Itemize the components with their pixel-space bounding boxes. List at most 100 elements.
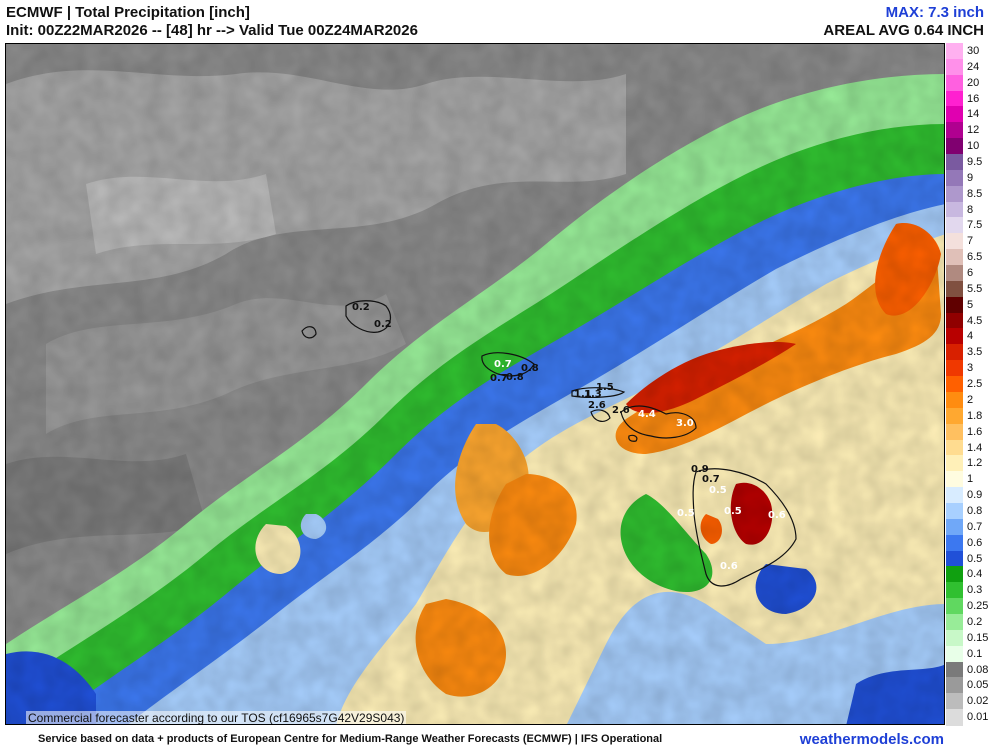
colorbar-swatch <box>946 154 963 172</box>
kahoolawe-island-outline <box>628 434 638 442</box>
colorbar-swatch <box>946 58 963 76</box>
colorbar-level: 1.6 <box>946 423 1000 441</box>
colorbar-label: 24 <box>967 60 980 73</box>
colorbar-level: 1.2 <box>946 455 1000 473</box>
colorbar-swatch <box>946 582 963 600</box>
colorbar-label: 3 <box>967 362 974 375</box>
colorbar-swatch <box>946 598 963 616</box>
colorbar-swatch <box>946 74 963 92</box>
colorbar-level: 0.08 <box>946 661 1000 679</box>
point-value-label: 0.7 <box>494 359 512 370</box>
colorbar-swatch <box>946 629 963 647</box>
colorbar-level: 24 <box>946 58 1000 76</box>
colorbar-swatch <box>946 376 963 394</box>
colorbar-label: 0.08 <box>967 663 989 676</box>
colorbar-swatch <box>946 312 963 330</box>
point-value-label: 3.0 <box>676 418 694 429</box>
point-value-label: 1.1 <box>574 389 592 400</box>
point-value-label: 0.5 <box>709 485 727 496</box>
colorbar-label: 9 <box>967 171 974 184</box>
colorbar-label: 0.01 <box>967 711 989 724</box>
lanai-island-outline <box>590 409 611 422</box>
point-value-label: 2.6 <box>588 400 606 411</box>
colorbar-swatch <box>946 709 963 727</box>
colorbar-swatch <box>946 407 963 425</box>
colorbar-level: 9.5 <box>946 154 1000 172</box>
point-value-label: 0.2 <box>374 319 392 330</box>
precipitation-map[interactable]: 0.2 0.2 0.7 0.8 0.7 0.8 1.1 1.3 1.5 2.6 2.6 4.4 3.0 0… <box>5 43 945 725</box>
colorbar-label: 1 <box>967 473 974 486</box>
colorbar-swatch <box>946 90 963 108</box>
data-credit: Service based on data + products of Euro… <box>38 733 663 745</box>
colorbar-label: 0.3 <box>967 584 983 597</box>
colorbar-level: 16 <box>946 90 1000 108</box>
colorbar-label: 4.5 <box>967 314 983 327</box>
colorbar-level: 4 <box>946 328 1000 346</box>
precipitation-field: 0.20.20.7 0.80.70.81.11.31.52.6 2.6 4.43.00… <box>6 44 944 724</box>
colorbar-level: 0.2 <box>946 613 1000 632</box>
colorbar-label: 20 <box>967 76 980 89</box>
colorbar-legend: 30 24 20 16 14 12 10 9.5 9 8.5 8 7.5 7 6.5 6 5.5 5 4.5 4 3.… <box>946 43 1000 727</box>
colorbar-swatch <box>946 296 963 314</box>
maui-island-outline <box>620 405 697 439</box>
tos-notice: Commercial forecaster according to our T… <box>26 711 407 725</box>
colorbar-label: 7 <box>967 235 974 248</box>
colorbar-label: 8 <box>967 203 974 216</box>
colorbar-label: 0.9 <box>967 489 983 502</box>
colorbar-swatch <box>946 439 963 457</box>
colorbar-label: 1.6 <box>967 425 983 438</box>
colorbar-level: 6 <box>946 265 1000 283</box>
colorbar-label: 0.8 <box>967 504 983 517</box>
colorbar-swatch <box>946 122 963 140</box>
colorbar-level: 0.01 <box>946 709 1000 727</box>
colorbar-swatch <box>946 106 963 124</box>
colorbar-swatch <box>946 677 963 695</box>
colorbar-swatch <box>946 391 963 409</box>
colorbar-label: 9.5 <box>967 156 983 169</box>
colorbar-label: 8.5 <box>967 187 983 200</box>
colorbar-level: 3 <box>946 360 1000 378</box>
colorbar-level: 0.02 <box>946 693 1000 711</box>
colorbar-level: 2.5 <box>946 376 1000 394</box>
point-value-label: 0.8 <box>521 363 539 374</box>
colorbar-label: 1.8 <box>967 409 983 422</box>
colorbar-level: 0.25 <box>946 598 1000 616</box>
colorbar-level: 5.5 <box>946 280 1000 298</box>
colorbar-swatch <box>946 645 963 663</box>
colorbar-swatch <box>946 360 963 378</box>
molokai-island-outline <box>571 387 626 398</box>
colorbar-level: 0.8 <box>946 502 1000 520</box>
point-value-label: 0.7 <box>702 474 720 485</box>
colorbar-label: 0.4 <box>967 568 983 581</box>
colorbar-swatch <box>946 502 963 520</box>
colorbar-label: 0.1 <box>967 647 983 660</box>
colorbar-level: 20 <box>946 74 1000 92</box>
colorbar-level: 0.1 <box>946 645 1000 663</box>
colorbar-label: 7.5 <box>967 219 983 232</box>
brand-link[interactable]: weathermodels.com <box>799 731 944 748</box>
point-value-label: 0.7 <box>490 373 508 384</box>
colorbar-swatch <box>946 518 963 536</box>
colorbar-level: 7 <box>946 233 1000 251</box>
colorbar-label: 12 <box>967 124 980 137</box>
colorbar-swatch <box>946 423 963 441</box>
point-value-label: 2.6 <box>612 405 630 416</box>
colorbar-level: 0.5 <box>946 550 1000 568</box>
colorbar-level: 0.9 <box>946 487 1000 505</box>
colorbar-swatch <box>946 185 963 203</box>
max-value-label: MAX: 7.3 inch <box>885 4 984 21</box>
colorbar-level: 0.05 <box>946 677 1000 695</box>
colorbar-level: 1.4 <box>946 439 1000 457</box>
point-value-label: 1.3 <box>584 389 602 400</box>
colorbar-swatch <box>946 566 963 584</box>
colorbar-level: 4.5 <box>946 312 1000 330</box>
point-value-label: 0.6 <box>720 561 738 572</box>
colorbar-label: 3.5 <box>967 346 983 359</box>
colorbar-level: 30 <box>946 43 1000 61</box>
point-value-label: 0.8 <box>506 372 524 383</box>
colorbar-label: 0.05 <box>967 679 989 692</box>
big-island-outline <box>692 468 797 587</box>
areal-average-label: AREAL AVG 0.64 INCH <box>823 22 984 39</box>
colorbar-swatch <box>946 471 963 489</box>
colorbar-label: 0.02 <box>967 695 989 708</box>
